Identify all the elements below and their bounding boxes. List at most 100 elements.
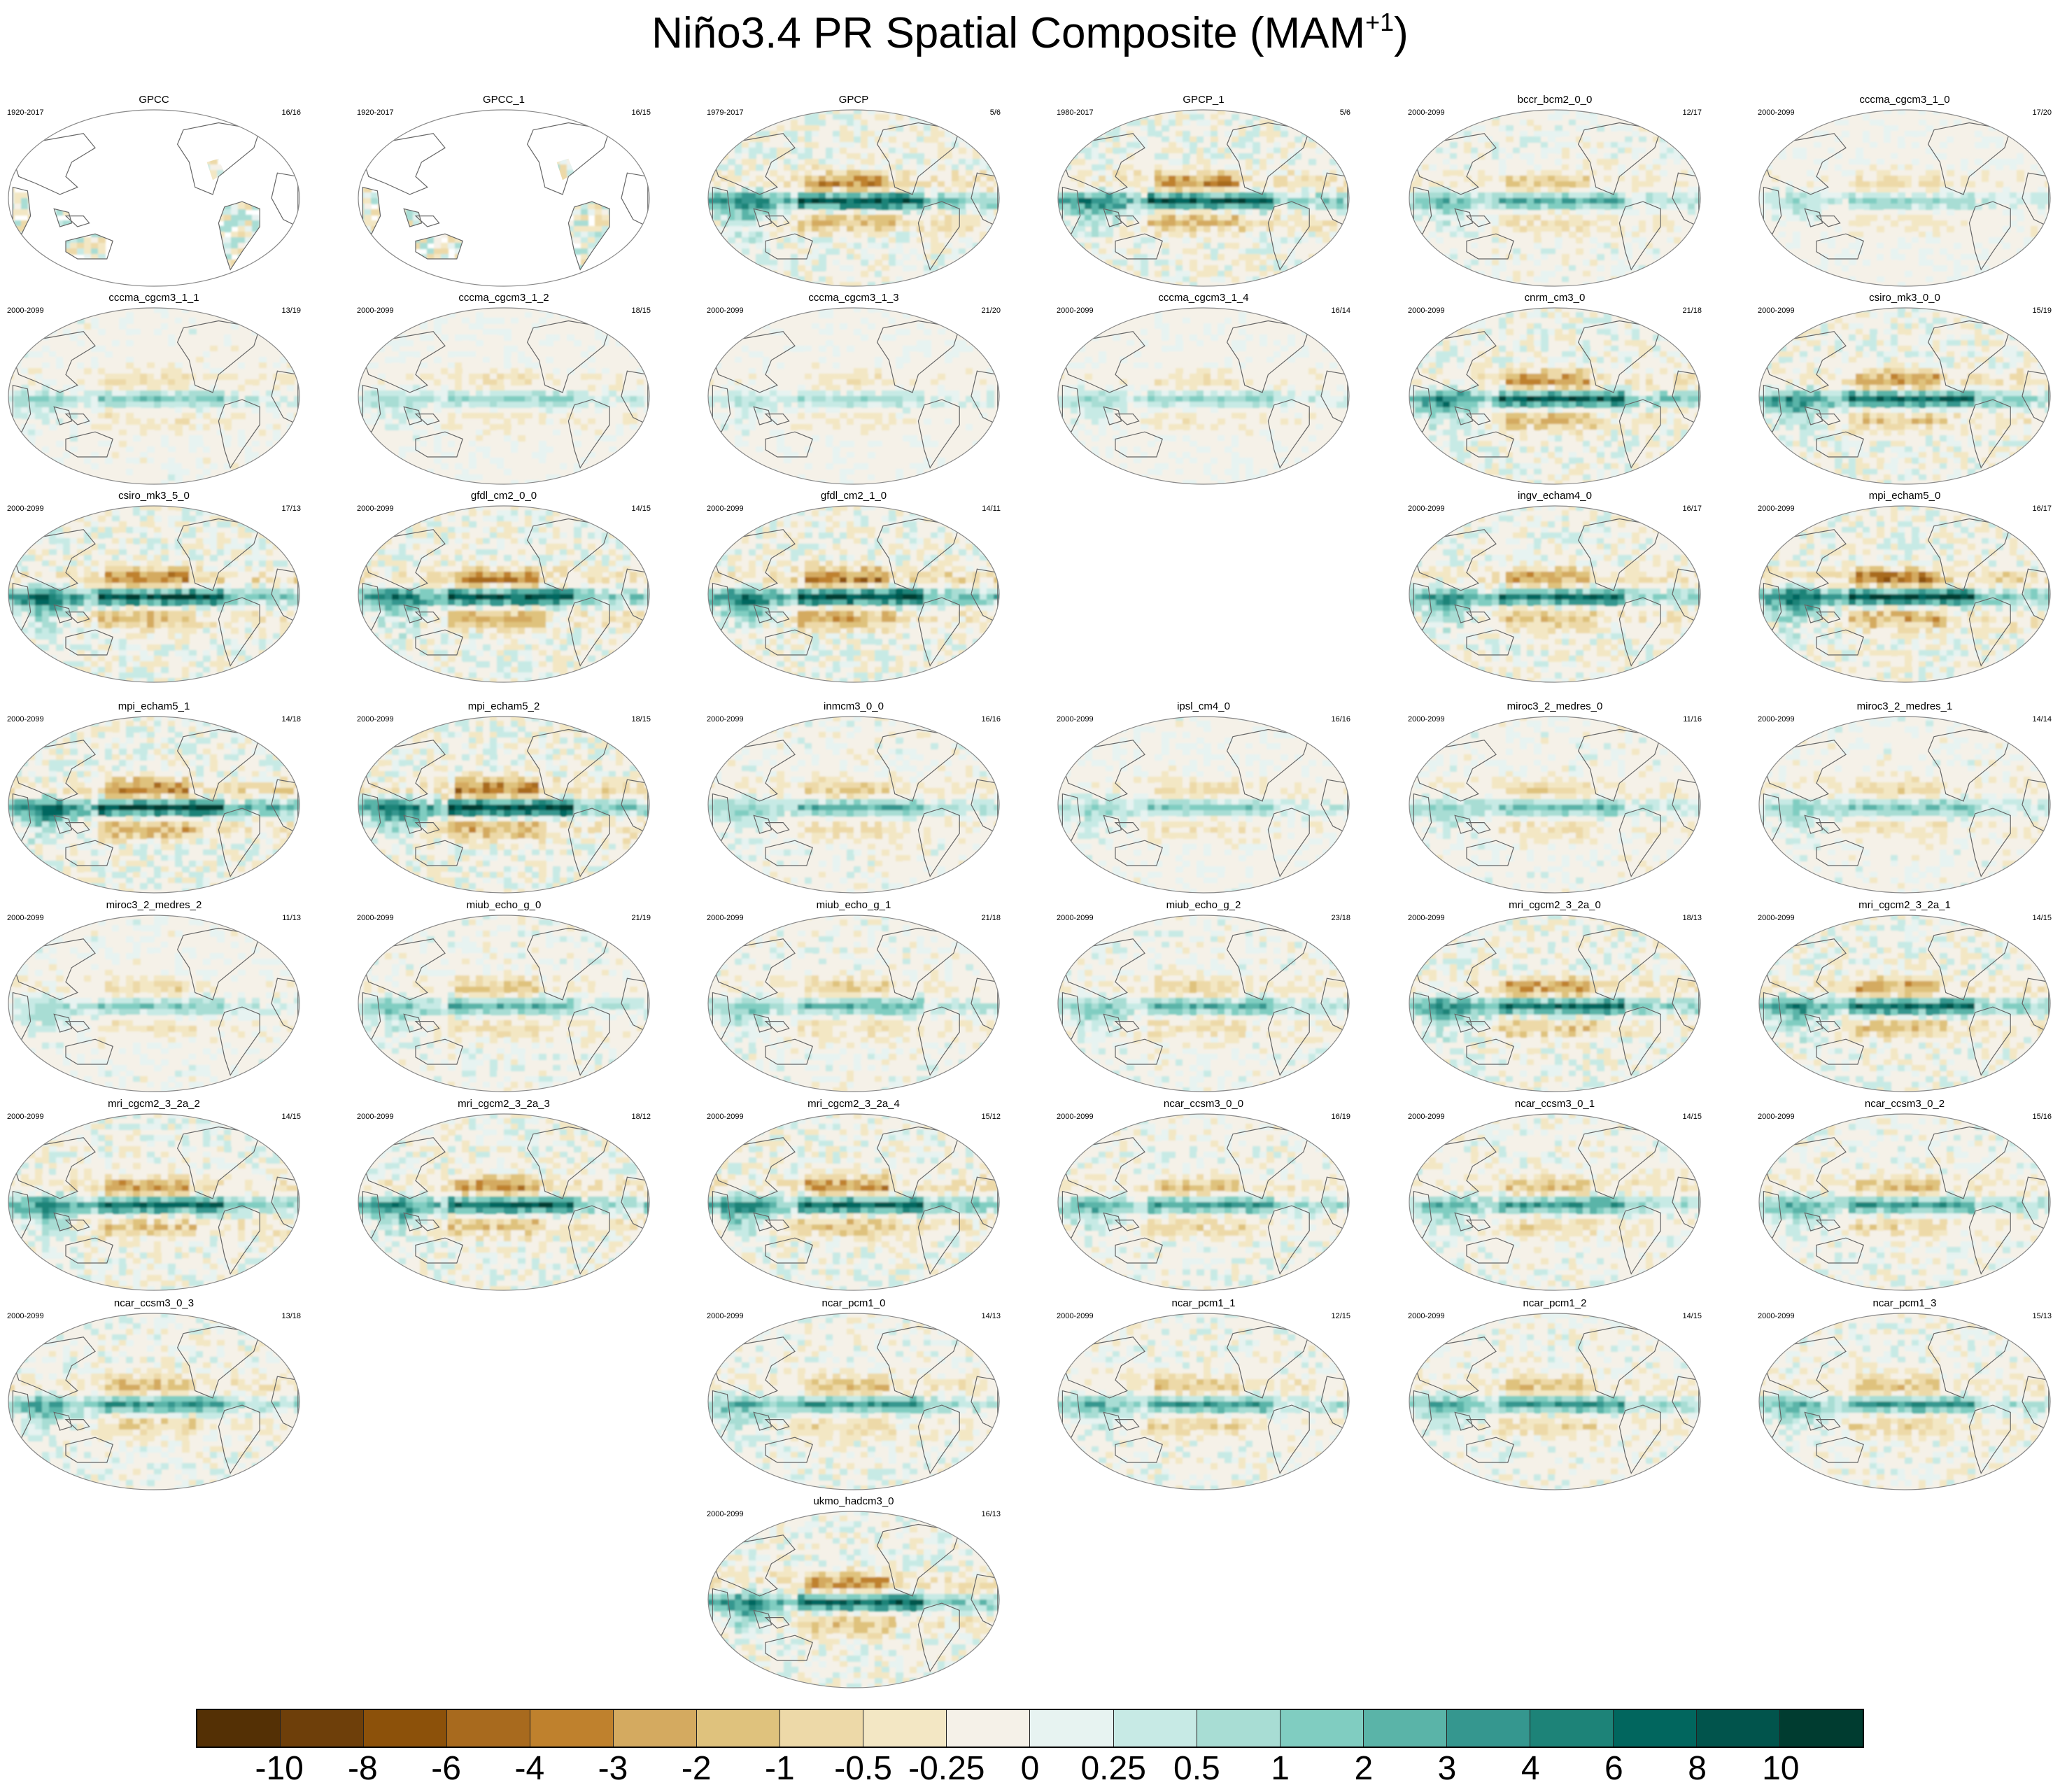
anomaly-cell (812, 181, 819, 188)
anomaly-cell (1211, 215, 1218, 221)
anomaly-cell (735, 153, 742, 160)
anomaly-cell (903, 265, 910, 271)
anomaly-cell (1450, 192, 1458, 199)
anomaly-cell (644, 148, 651, 154)
anomaly-cell (826, 114, 833, 120)
anomaly-cell (854, 187, 861, 193)
anomaly-cell (742, 159, 749, 165)
anomaly-cell (903, 110, 910, 115)
anomaly-cell (1294, 110, 1302, 115)
anomaly-cell (1162, 136, 1169, 143)
anomaly-cell (924, 125, 931, 132)
anomaly-cell (1190, 209, 1197, 216)
anomaly-cell (1429, 215, 1437, 221)
anomaly-cell (1667, 148, 1674, 154)
anomaly-cell (1597, 142, 1604, 148)
anomaly-cell (1443, 198, 1451, 204)
anomaly-cell (812, 204, 819, 210)
anomaly-cell (644, 164, 651, 171)
anomaly-cell (959, 276, 966, 283)
anomaly-cell (763, 215, 770, 221)
anomaly-cell (42, 260, 50, 266)
anomaly-cell (1099, 276, 1106, 283)
anomaly-cell (1322, 176, 1330, 182)
anomaly-cell (1513, 131, 1521, 137)
anomaly-cell (784, 131, 791, 137)
anomaly-cell (1099, 187, 1106, 193)
anomaly-cell (826, 110, 833, 115)
anomaly-cell (945, 276, 952, 283)
anomaly-cell (1085, 142, 1092, 148)
anomaly-cell (1569, 215, 1576, 221)
anomaly-cell (609, 215, 610, 221)
anomaly-cell (896, 260, 903, 266)
anomaly-cell (987, 131, 994, 137)
anomaly-cell (784, 243, 791, 249)
anomaly-cell (1478, 192, 1486, 199)
anomaly-cell (721, 164, 728, 171)
anomaly-cell (1653, 142, 1660, 148)
anomaly-cell (1590, 148, 1597, 154)
anomaly-cell (749, 120, 756, 126)
anomaly-cell (1197, 204, 1204, 210)
anomaly-cell (371, 125, 379, 132)
anomaly-cell (1294, 192, 1302, 199)
anomaly-cell (1141, 254, 1148, 260)
anomaly-cell (1618, 136, 1625, 143)
anomaly-cell (1127, 187, 1134, 193)
anomaly-cell (266, 114, 274, 120)
anomaly-cell (784, 248, 791, 255)
anomaly-cell (1308, 243, 1316, 249)
anomaly-cell (952, 248, 959, 255)
anomaly-cell (1253, 170, 1260, 176)
anomaly-cell (1646, 164, 1653, 171)
anomaly-cell (1183, 153, 1190, 160)
anomaly-cell (644, 232, 651, 238)
anomaly-cell (812, 198, 819, 204)
anomaly-cell (1134, 282, 1141, 286)
anomaly-cell (574, 237, 581, 244)
anomaly-cell (644, 142, 651, 148)
anomaly-cell (1625, 136, 1632, 143)
anomaly-cell (1127, 220, 1134, 227)
anomaly-cell (980, 204, 987, 210)
anomaly-cell (1092, 220, 1099, 227)
anomaly-cell (1281, 254, 1288, 260)
anomaly-cell (1597, 209, 1604, 216)
anomaly-cell (1583, 226, 1590, 232)
anomaly-cell (1409, 198, 1416, 204)
anomaly-cell (581, 220, 588, 227)
anomaly-cell (931, 192, 938, 199)
anomaly-cell (1611, 192, 1618, 199)
anomaly-cell (1499, 220, 1507, 227)
anomaly-cell (1534, 120, 1542, 126)
anomaly-cell (1506, 153, 1514, 160)
anomaly-cell (13, 198, 15, 204)
anomaly-cell (1681, 198, 1688, 204)
anomaly-cell (917, 136, 924, 143)
anomaly-cell (1253, 187, 1260, 193)
anomaly-cell (735, 176, 742, 182)
anomaly-cell (1569, 198, 1576, 204)
anomaly-cell (280, 254, 288, 260)
anomaly-cell (49, 265, 57, 270)
anomaly-cell (385, 254, 393, 260)
anomaly-cell (1471, 125, 1479, 132)
anomaly-cell (1308, 215, 1316, 221)
anomaly-cell (847, 142, 854, 148)
anomaly-cell (1218, 237, 1225, 244)
anomaly-cell (798, 125, 805, 132)
anomaly-cell (1148, 125, 1155, 132)
anomaly-cell (1492, 148, 1500, 154)
anomaly-cell (35, 131, 43, 137)
anomaly-cell (1246, 181, 1253, 188)
anomaly-cell (1520, 164, 1528, 171)
anomaly-cell (1639, 142, 1646, 148)
anomaly-cell (980, 159, 987, 165)
anomaly-cell (455, 243, 463, 249)
anomaly-cell (1092, 276, 1099, 283)
anomaly-cell (1343, 153, 1349, 160)
anomaly-cell (1106, 176, 1113, 182)
anomaly-cell (770, 282, 777, 286)
anomaly-cell (1583, 159, 1590, 165)
